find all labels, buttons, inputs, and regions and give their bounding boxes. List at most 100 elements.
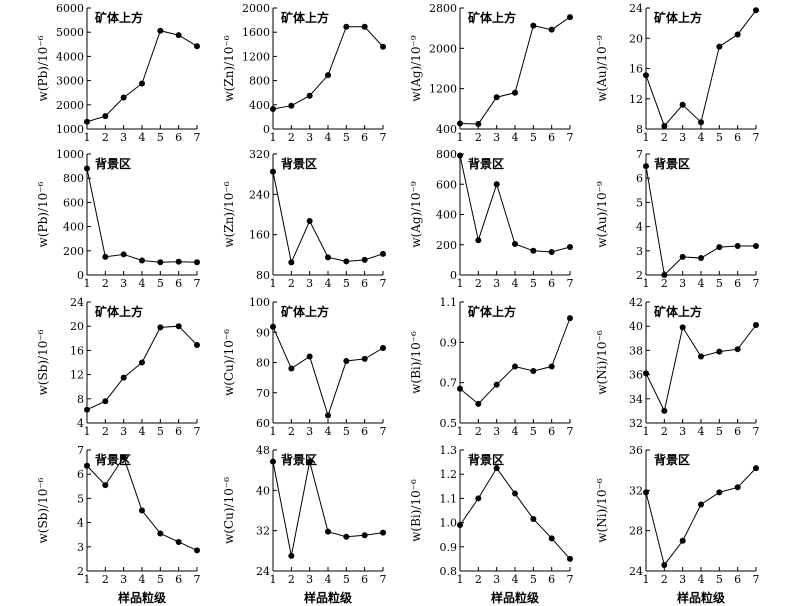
x-tick-label: 5: [157, 573, 164, 586]
y-tick-label: 80: [256, 357, 270, 370]
y-tick-label: 3000: [56, 75, 84, 88]
series-line: [272, 26, 384, 110]
x-tick-label: 5: [343, 277, 350, 290]
data-point: [530, 515, 537, 522]
panel-title: 背景区: [654, 452, 690, 467]
panel-6: 80 160 240 320 1 2 3 4 5 6 7 背景区 w(Zn)/10⁻⁶: [222, 148, 387, 290]
data-point: [512, 490, 518, 497]
x-tick-label: 3: [679, 573, 686, 586]
y-tick-label: 800: [436, 148, 457, 161]
data-point: [457, 152, 463, 159]
y-tick-label: 0: [450, 269, 457, 282]
panel-title: 背景区: [95, 452, 131, 467]
x-tick-label: 2: [475, 425, 482, 438]
y-tick-label: 34: [629, 393, 643, 406]
data-point: [325, 72, 331, 79]
data-point: [679, 324, 686, 331]
y-tick-label: 2: [636, 269, 643, 282]
x-tick-label: 2: [102, 277, 109, 290]
y-tick-label: 0.5: [440, 417, 458, 430]
data-point: [457, 120, 463, 127]
data-point: [643, 489, 649, 496]
x-tick-label: 4: [698, 425, 705, 438]
data-point: [120, 374, 127, 381]
panel-2: 0 400 800 1200 1600 2000 1 2 3 4 5 6 7 矿体上方 w(Zn)/10⁻⁶: [222, 2, 387, 144]
data-point: [567, 555, 573, 562]
data-point: [734, 242, 741, 249]
panel-title: 背景区: [95, 156, 131, 171]
y-tick-label: 24: [70, 296, 84, 309]
y-tick-label: 8: [77, 393, 84, 406]
x-tick-label: 1: [643, 131, 650, 144]
x-tick-label: 4: [512, 277, 519, 290]
y-tick-label: 0: [77, 269, 84, 282]
y-tick-label: 200: [63, 245, 84, 258]
panel-5: 0 200 400 600 800 1000 1 2 3 4 5 6 7 背景区 w(Pb)/10⁻⁶: [36, 148, 201, 290]
x-tick-label: 5: [716, 277, 723, 290]
data-point: [716, 489, 723, 496]
x-tick-label: 7: [567, 131, 574, 144]
y-tick-label: 70: [256, 387, 270, 400]
data-point: [102, 398, 109, 405]
y-tick-label: 6: [77, 468, 84, 481]
x-tick-label: 2: [288, 573, 295, 586]
data-point: [753, 242, 759, 249]
panel-title: 背景区: [281, 452, 317, 467]
y-tick-label: 40: [629, 320, 643, 333]
x-tick-label: 7: [380, 277, 387, 290]
data-point: [493, 181, 500, 188]
y-tick-label: 0.9: [440, 541, 458, 554]
x-tick-label: 3: [306, 425, 313, 438]
x-tick-label: 2: [661, 425, 668, 438]
x-tick-label: 6: [734, 131, 741, 144]
x-tick-label: 6: [548, 573, 555, 586]
y-axis-label: w(Ni)/10⁻⁶: [595, 478, 609, 543]
data-point: [157, 530, 164, 537]
panel-title: 矿体上方: [468, 304, 516, 319]
data-point: [548, 363, 555, 370]
x-tick-label: 3: [120, 573, 127, 586]
data-point: [343, 23, 350, 30]
x-tick-label: 1: [643, 277, 650, 290]
y-axis-label: w(Au)/10⁻⁹: [595, 35, 609, 102]
x-tick-label: 5: [530, 573, 537, 586]
data-point: [306, 353, 313, 360]
data-point: [475, 495, 482, 502]
x-tick-label: 3: [493, 131, 500, 144]
x-tick-label: 2: [288, 131, 295, 144]
x-tick-label: 5: [530, 277, 537, 290]
x-tick-label: 7: [567, 573, 574, 586]
y-tick-label: 200: [436, 239, 457, 252]
y-tick-label: 1.2: [440, 468, 458, 481]
data-point: [698, 255, 704, 262]
x-tick-label: 2: [102, 425, 109, 438]
series-line: [86, 325, 198, 411]
x-tick-label: 1: [643, 425, 650, 438]
x-tick-label: 3: [306, 277, 313, 290]
x-tick-label: 1: [643, 573, 650, 586]
y-tick-label: 16: [70, 344, 84, 357]
data-point: [84, 165, 90, 172]
series-line: [86, 456, 198, 551]
data-point: [698, 119, 704, 126]
x-tick-label: 4: [512, 131, 519, 144]
data-point: [530, 367, 537, 374]
y-tick-label: 2000: [429, 42, 457, 55]
y-tick-label: 80: [256, 269, 270, 282]
data-point: [84, 462, 90, 469]
x-tick-label: 1: [270, 277, 277, 290]
x-tick-label: 7: [194, 277, 201, 290]
x-tick-label: 6: [361, 131, 368, 144]
data-point: [102, 113, 109, 120]
panel-1: 1000 2000 3000 4000 5000 6000 1 2 3 4 5 6 7 矿体上方 w(Pb)…: [36, 2, 201, 144]
data-point: [493, 465, 500, 472]
panel-15: 0.8 0.9 1.0 1.1 1.2 1.3 1 2 3 4 5 6 7 背景区 w(Bi)/10⁻⁶ 样品…: [409, 444, 574, 605]
y-tick-label: 5000: [56, 26, 84, 39]
x-tick-label: 6: [175, 277, 182, 290]
x-tick-label: 4: [325, 573, 332, 586]
x-tick-label: 2: [288, 277, 295, 290]
y-tick-label: 1.0: [440, 517, 458, 530]
y-tick-label: 8: [636, 123, 643, 136]
data-point: [734, 346, 741, 353]
y-tick-label: 48: [256, 444, 270, 457]
